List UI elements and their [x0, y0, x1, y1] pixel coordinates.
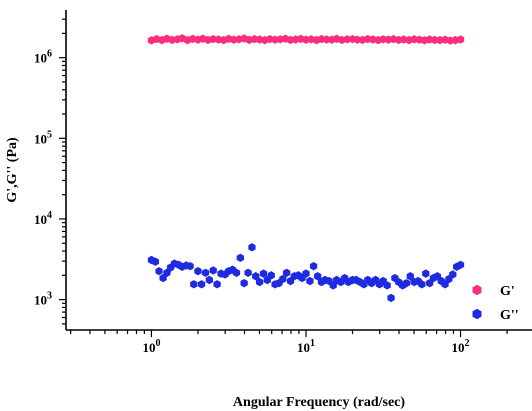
data-point: [418, 280, 426, 289]
data-point: [283, 268, 291, 277]
y-tick-label: 106: [34, 49, 52, 66]
data-point: [406, 272, 414, 281]
data-point: [456, 35, 465, 44]
data-point: [244, 268, 252, 277]
y-tick-label: 103: [34, 291, 52, 308]
data-point: [236, 253, 244, 262]
data-point: [456, 260, 465, 270]
data-point: [232, 268, 241, 277]
data-point: [302, 269, 310, 278]
data-point: [383, 281, 391, 290]
data-point: [240, 278, 248, 288]
axes-layer: 100 101 102 103 104 105 106: [34, 10, 532, 355]
data-point: [155, 267, 163, 276]
legend-marker: [472, 284, 482, 296]
legend-label: G'': [500, 308, 519, 323]
data-point: [252, 272, 260, 281]
data-point: [201, 268, 210, 277]
legend-label: G': [500, 284, 515, 299]
data-point: [329, 281, 337, 290]
y-tick-label: 104: [34, 210, 52, 227]
data-point: [248, 243, 256, 252]
x-tick-label: 102: [452, 338, 470, 355]
data-layer: [147, 34, 465, 303]
data-point: [314, 272, 322, 281]
data-point: [213, 280, 221, 289]
data-point: [159, 273, 167, 283]
data-point: [194, 267, 202, 276]
x-axis-title: Angular Frequency (rad/sec): [233, 395, 405, 410]
data-point: [151, 257, 159, 266]
x-tick-label: 101: [297, 338, 315, 355]
data-point: [449, 270, 457, 279]
legend-marker: [472, 308, 482, 320]
data-point: [387, 293, 395, 303]
data-point: [209, 266, 217, 275]
data-point: [279, 274, 287, 284]
series-g-prime: [147, 34, 465, 45]
data-point: [186, 261, 194, 271]
data-point: [309, 261, 318, 271]
data-point: [402, 278, 411, 288]
data-point: [205, 275, 213, 285]
x-tick-label: 100: [142, 338, 160, 355]
y-axis-title: G',G'' (Pa): [5, 137, 20, 203]
series-g-double-prime: [147, 243, 465, 303]
data-point: [259, 269, 268, 278]
data-point: [163, 268, 171, 277]
data-point: [422, 269, 430, 278]
legend-layer: G' G'': [472, 284, 519, 323]
data-point: [255, 277, 264, 287]
y-tick-label: 105: [34, 129, 52, 146]
data-point: [190, 280, 198, 289]
data-point: [306, 276, 314, 286]
data-point: [267, 271, 275, 280]
data-point: [197, 280, 206, 289]
data-point: [441, 280, 449, 289]
